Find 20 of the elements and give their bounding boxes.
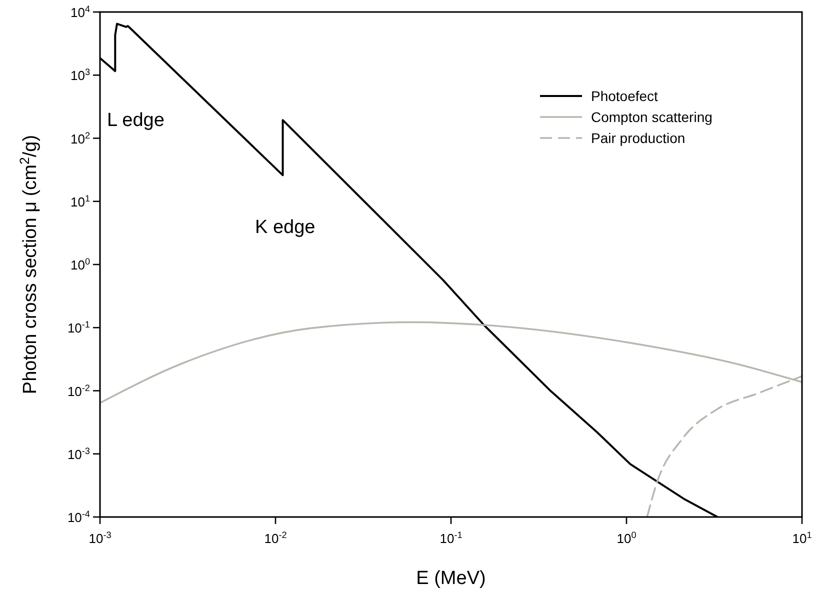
x-tick-label: 10$^{0}$ bbox=[616, 530, 636, 546]
y-tick-label: 10$^{2}$ bbox=[70, 130, 90, 146]
y-tick-label: 10$^{0}$ bbox=[70, 256, 90, 272]
y-tick-label: 10$^{-1}$ bbox=[67, 320, 90, 336]
legend-label: Compton scattering bbox=[591, 109, 712, 125]
x-tick-label: 10$^{-3}$ bbox=[88, 530, 112, 546]
y-tick-label: 10$^{-4}$ bbox=[67, 509, 90, 525]
x-tick-label: 10$^{1}$ bbox=[792, 530, 812, 546]
legend-label: Pair production bbox=[591, 130, 686, 146]
y-tick-label: 10$^{1}$ bbox=[70, 193, 90, 210]
y-tick-label: 10$^{-2}$ bbox=[67, 382, 90, 399]
legend-label: Photoefect bbox=[591, 88, 658, 104]
y-tick-label: 10$^{4}$ bbox=[70, 4, 90, 20]
annotation: L edge bbox=[107, 110, 164, 131]
y-tick-label: 10$^{-3}$ bbox=[67, 446, 90, 462]
x-tick-label: 10$^{-1}$ bbox=[440, 530, 462, 546]
x-tick-label: 10$^{-2}$ bbox=[264, 530, 287, 546]
y-tick-label: 10$^{3}$ bbox=[70, 67, 90, 84]
x-axis-title: E (MeV) bbox=[416, 568, 486, 589]
annotation: K edge bbox=[255, 217, 316, 238]
